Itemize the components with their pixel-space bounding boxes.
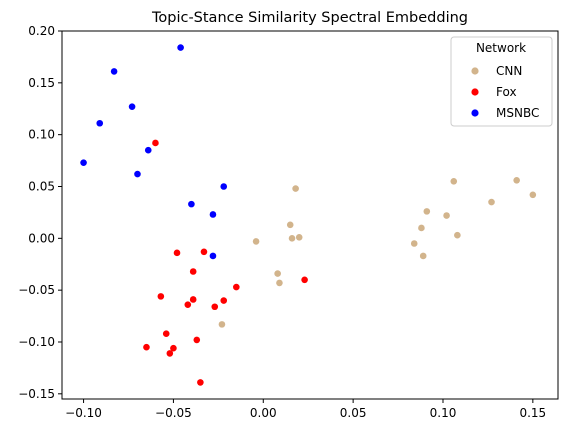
data-point: [529, 191, 537, 199]
data-point: [220, 183, 228, 190]
legend: Network CNN Fox MSNBC: [450, 36, 553, 127]
x-tick-label: 0.15: [519, 406, 546, 420]
data-point: [193, 336, 201, 344]
data-point: [200, 248, 208, 256]
data-point: [189, 268, 197, 275]
data-point: [218, 321, 226, 328]
chart-title: Topic-Stance Similarity Spectral Embeddi…: [151, 10, 468, 26]
x-axis: −0.10 −0.05 0.00 0.05 0.10 0.15: [65, 399, 546, 420]
data-point: [454, 231, 461, 239]
data-point: [488, 198, 495, 206]
data-point: [288, 235, 296, 242]
legend-marker-fox: [471, 88, 479, 96]
data-point: [128, 103, 136, 110]
data-points: [80, 44, 537, 386]
y-tick-label: 0.10: [28, 128, 55, 142]
legend-label-cnn: CNN: [496, 64, 522, 78]
data-point: [170, 344, 177, 352]
data-point: [450, 178, 458, 185]
x-tick-label: 0.10: [430, 406, 457, 420]
data-point: [410, 240, 418, 247]
data-point: [177, 44, 184, 51]
data-point: [301, 276, 308, 284]
y-tick-label: −0.15: [18, 387, 55, 401]
data-point: [233, 283, 240, 291]
data-point: [184, 301, 192, 308]
plot-frame: [61, 30, 559, 400]
data-point: [143, 343, 150, 351]
y-tick-label: 0.05: [28, 179, 55, 193]
data-point: [157, 293, 165, 300]
x-tick-label: 0.05: [340, 406, 367, 420]
data-point: [209, 211, 217, 218]
data-point: [252, 238, 260, 245]
data-point: [80, 159, 87, 166]
data-point: [276, 279, 283, 287]
legend-marker-cnn: [471, 67, 479, 75]
legend-label-fox: Fox: [496, 85, 517, 99]
y-tick-label: 0.00: [28, 231, 55, 245]
data-point: [189, 296, 197, 303]
data-point: [220, 297, 228, 304]
series-fox: [143, 139, 308, 386]
x-tick-label: 0.00: [250, 406, 277, 420]
y-tick-label: −0.05: [18, 283, 55, 297]
data-point: [162, 330, 170, 337]
data-point: [197, 379, 204, 386]
data-point: [110, 68, 118, 75]
data-point: [295, 233, 303, 241]
data-point: [274, 270, 281, 277]
data-point: [152, 139, 159, 147]
data-point: [513, 176, 520, 184]
series-msnbc: [80, 44, 228, 260]
y-tick-label: −0.10: [18, 335, 55, 349]
data-point: [418, 224, 425, 232]
data-point: [134, 170, 141, 178]
data-point: [419, 252, 427, 260]
legend-marker-msnbc: [471, 109, 479, 117]
legend-label-msnbc: MSNBC: [496, 106, 539, 120]
data-point: [286, 221, 294, 229]
data-point: [188, 200, 195, 208]
y-tick-label: 0.15: [28, 76, 55, 90]
data-point: [209, 252, 217, 260]
y-axis: −0.15 −0.10 −0.05 0.00 0.05 0.10 0.15 0.20: [18, 24, 62, 401]
series-cnn: [218, 176, 537, 328]
legend-box: [450, 36, 553, 127]
legend-title: Network: [476, 41, 526, 55]
data-point: [173, 249, 181, 257]
data-point: [292, 185, 299, 192]
data-point: [423, 208, 431, 215]
data-point: [144, 146, 152, 154]
data-point: [443, 212, 450, 219]
data-point: [211, 303, 219, 311]
data-point: [96, 119, 104, 127]
data-point: [166, 350, 174, 357]
x-tick-label: −0.10: [65, 406, 102, 420]
x-tick-label: −0.05: [155, 406, 192, 420]
y-tick-label: 0.20: [28, 24, 55, 38]
